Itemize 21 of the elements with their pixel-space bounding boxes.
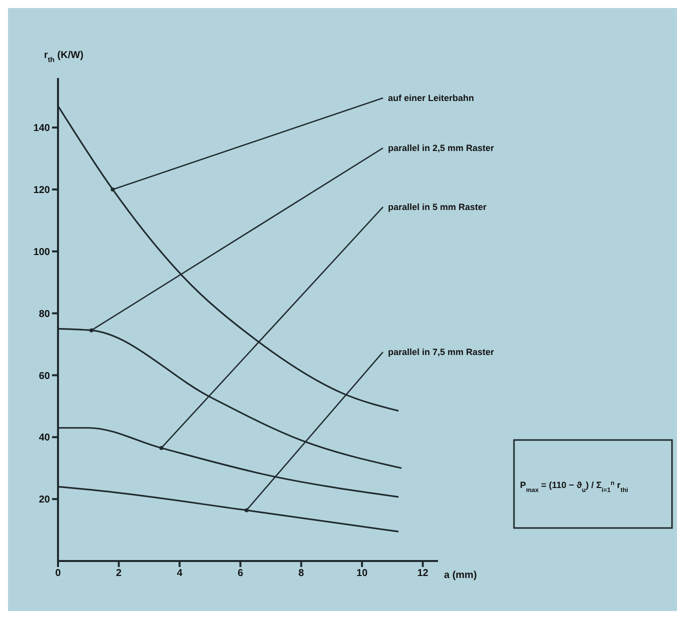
y-tick-label: 60 (38, 370, 50, 382)
annotation: parallel in 2,5 mm Raster (388, 143, 495, 153)
annotation: parallel in 7,5 mm Raster (388, 347, 495, 357)
annotation: parallel in 5 mm Raster (388, 202, 488, 212)
y-tick-label: 100 (33, 246, 50, 258)
x-tick-label: 10 (356, 568, 368, 580)
x-tick-label: 12 (417, 568, 429, 580)
y-tick-label: 20 (38, 494, 50, 506)
x-tick-label: 8 (298, 568, 304, 580)
x-tick-label: 2 (116, 568, 122, 580)
y-tick-label: 80 (38, 308, 50, 320)
annotation: auf einer Leiterbahn (388, 93, 474, 103)
y-tick-label: 140 (33, 123, 50, 134)
x-tick-label: 6 (238, 568, 244, 580)
y-axis-title: r$_{th}$ (K/W) (44, 50, 84, 64)
x-tick-label: 4 (176, 568, 183, 580)
x-axis-title: a (mm) (444, 570, 477, 581)
text: P$_{max}$ = (110 − ϑ$_{u}$) / Σ$_{i=1}$$^{n}$ r$_{thi}$ (520, 480, 628, 494)
x-tick-label: 0 (55, 568, 62, 580)
y-tick-label: 120 (33, 185, 50, 196)
y-tick-label: 40 (38, 432, 50, 444)
